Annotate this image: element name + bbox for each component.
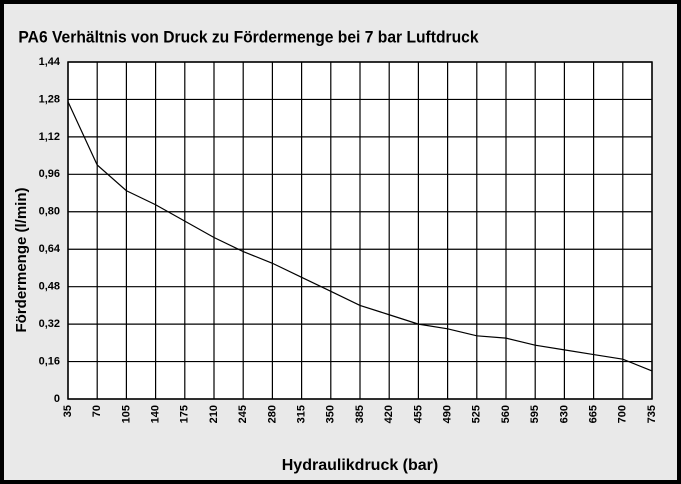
y-tick-label: 0 (54, 393, 60, 405)
y-tick-label: 0,48 (39, 281, 60, 293)
y-tick-label: 0,96 (39, 168, 60, 180)
x-axis-label: Hydraulikdruck (bar) (282, 457, 438, 474)
x-tick-label: 70 (91, 405, 103, 417)
x-tick-label: 595 (529, 405, 541, 423)
x-tick-label: 105 (120, 405, 132, 423)
x-tick-label: 735 (646, 405, 658, 423)
y-tick-label: 0,80 (39, 206, 60, 218)
x-tick-label: 665 (588, 405, 600, 423)
x-tick-label: 630 (558, 405, 570, 423)
y-axis-label: Fördermenge (l/min) (13, 187, 30, 332)
x-tick-label: 245 (237, 405, 249, 423)
x-tick-label: 315 (296, 405, 308, 423)
x-tick-label: 385 (354, 405, 366, 423)
x-tick-label: 700 (617, 405, 629, 423)
y-tick-label: 0,64 (39, 243, 61, 255)
x-tick-label: 175 (179, 405, 191, 423)
x-tick-label: 140 (150, 405, 162, 423)
x-tick-label: 350 (325, 405, 337, 423)
x-tick-label: 490 (442, 405, 454, 423)
line (67, 101, 653, 372)
x-tick-label: 210 (208, 405, 220, 423)
x-tick-label: 560 (500, 405, 512, 423)
y-tick-label: 1,12 (39, 131, 60, 143)
x-tick-label: 455 (412, 405, 424, 423)
y-tick-label: 0,32 (39, 318, 60, 330)
x-tick-label: 420 (383, 405, 395, 423)
chart-title: PA6 Verhältnis von Druck zu Fördermenge … (18, 28, 479, 47)
y-tick-label: 1,44 (39, 56, 61, 68)
x-tick-label: 525 (471, 405, 483, 423)
x-tick-label: 35 (62, 405, 74, 417)
y-tick-label: 1,28 (39, 93, 60, 105)
y-tick-label: 0,16 (39, 355, 60, 367)
x-tick-label: 280 (266, 405, 278, 423)
